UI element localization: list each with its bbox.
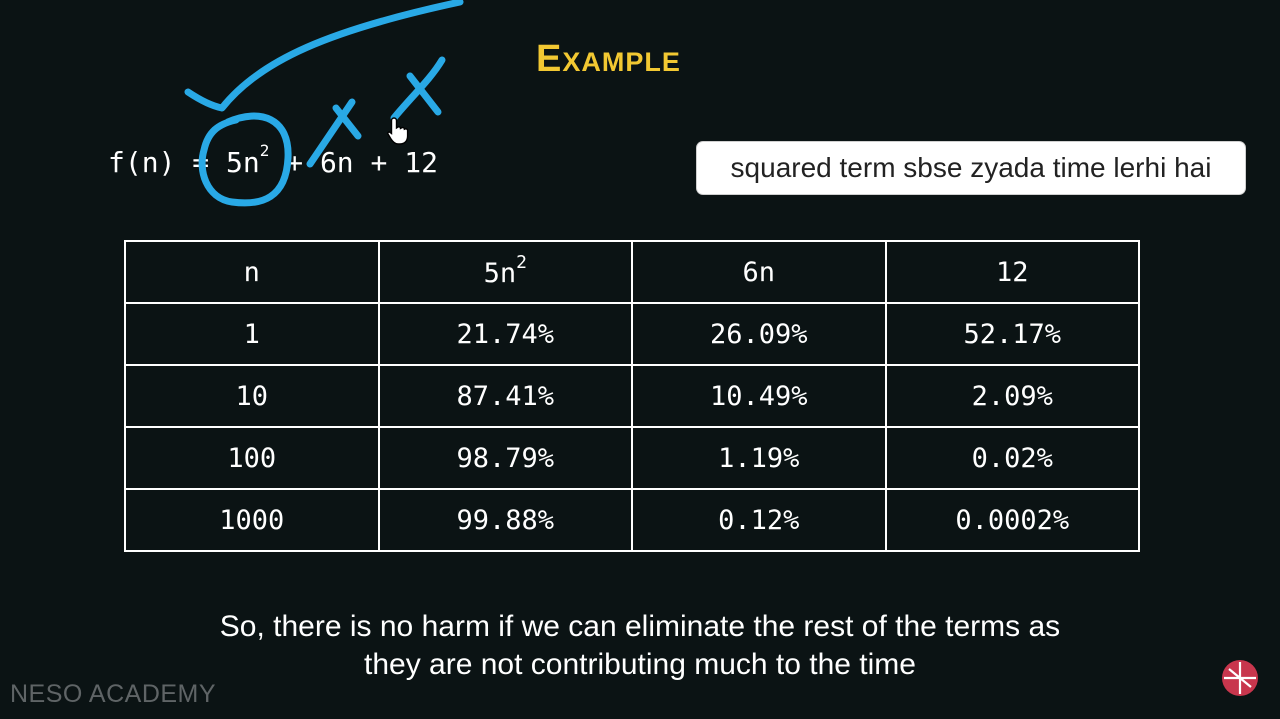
percentage-table: n 5n2 6n 12 1 21.74% 26.09% 52.17% 10 87… (124, 240, 1140, 552)
table-header-row: n 5n2 6n 12 (124, 240, 1140, 304)
header-5n2-exponent: 2 (516, 251, 527, 273)
header-6n: 6n (631, 240, 887, 304)
table-cell: 99.88% (377, 488, 633, 552)
table-row: 1000 99.88% 0.12% 0.0002% (124, 488, 1140, 552)
table-cell: 1.19% (631, 426, 887, 490)
table-cell: 10 (124, 364, 380, 428)
formula-lhs: f(n) = (108, 146, 227, 179)
table-cell: 0.02% (884, 426, 1140, 490)
table-cell: 1000 (124, 488, 380, 552)
header-5n2: 5n2 (377, 240, 633, 304)
table-cell: 0.0002% (884, 488, 1140, 552)
subtitle: So, there is no harm if we can eliminate… (0, 608, 1280, 684)
cross-mark-2 (390, 56, 446, 122)
table-cell: 1 (124, 302, 380, 366)
neso-logo-icon (1222, 660, 1258, 696)
table-cell: 100 (124, 426, 380, 490)
table-row: 10 87.41% 10.49% 2.09% (124, 364, 1140, 428)
subtitle-line-1: So, there is no harm if we can eliminate… (219, 610, 1061, 643)
checkmark-stroke (184, 0, 464, 112)
formula-term1-exponent: 2 (259, 140, 270, 160)
table-cell: 10.49% (631, 364, 887, 428)
formula-term1: 5n (226, 146, 260, 179)
header-12: 12 (884, 240, 1140, 304)
slide-title: Example (536, 38, 681, 80)
table-row: 100 98.79% 1.19% 0.02% (124, 426, 1140, 490)
header-n: n (124, 240, 380, 304)
caption-box: squared term sbse zyada time lerhi hai (697, 142, 1245, 194)
table-cell: 0.12% (631, 488, 887, 552)
subtitle-line-2: they are not contributing much to the ti… (364, 648, 916, 681)
table-cell: 87.41% (377, 364, 633, 428)
table-cell: 52.17% (884, 302, 1140, 366)
table-row: 1 21.74% 26.09% 52.17% (124, 302, 1140, 366)
header-5n2-base: 5n (483, 257, 517, 289)
table-cell: 21.74% (377, 302, 633, 366)
table-cell: 98.79% (377, 426, 633, 490)
circle-stroke (198, 112, 292, 207)
brand-watermark: NESO ACADEMY (10, 680, 217, 708)
table-cell: 2.09% (884, 364, 1140, 428)
table-cell: 26.09% (631, 302, 887, 366)
cross-mark-1 (306, 98, 362, 168)
hand-cursor-icon (387, 117, 409, 145)
